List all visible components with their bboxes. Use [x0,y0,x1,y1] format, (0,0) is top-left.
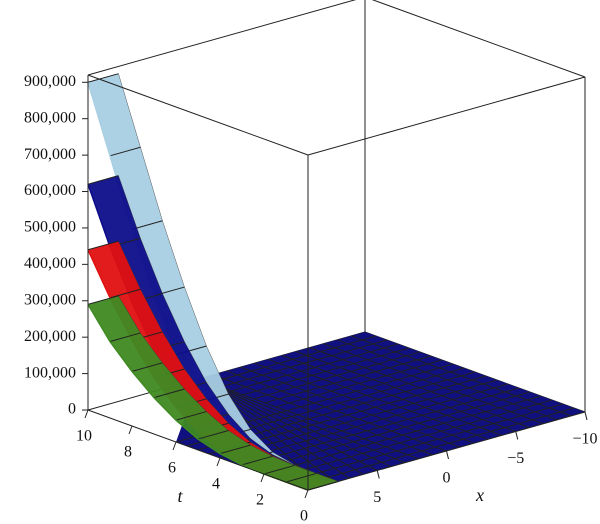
x-tick-label: 0 [443,470,451,487]
x-tick-label: −10 [572,431,597,448]
mesh-line [220,339,388,388]
z-tick-label: 0 [68,401,76,418]
x-tick [584,411,588,421]
box-edge [371,0,586,78]
t-tick-label: 2 [256,492,264,509]
z-tick-label: 700,000 [24,146,76,163]
surface-mesh [87,295,119,305]
surface-mesh [263,464,295,475]
floor [175,332,585,490]
t-tick-label: 8 [124,444,132,461]
t-tick-label: 10 [76,428,92,445]
mesh-line [231,343,399,392]
surface-mesh [131,220,163,230]
labels: 0 100,000 200,000 300,000 400,000 500,000 600,… [24,73,598,524]
surface-mesh [87,175,119,185]
mesh-line [253,351,421,400]
surface-mesh [109,332,141,343]
t-tick [304,489,309,499]
x-tick-label: 5 [373,489,381,506]
surfaces [87,73,340,491]
z-tick-label: 400,000 [24,255,76,272]
mesh-line [209,335,377,384]
z-tick-label: 600,000 [24,182,76,199]
surface-mesh [131,362,163,372]
surface-mesh [87,240,119,251]
box-edge [87,0,357,76]
box-edge [87,409,309,491]
t-axis-title: t [177,486,183,506]
mesh-line [274,399,553,479]
surface-mesh [109,146,141,157]
t-tick [84,409,89,419]
surface-mesh [153,388,185,399]
t-tick [128,425,133,435]
surface-mesh [175,411,207,421]
t-tick [216,457,221,467]
x-tick-label: −5 [507,450,524,467]
t-tick-label: 0 [300,508,308,524]
mesh-line [264,355,432,404]
surface-mesh [197,430,229,440]
mesh-line [275,359,443,408]
box-front [87,0,586,491]
surface-mesh [219,444,251,455]
t-tick-label: 4 [212,476,220,493]
z-tick-label: 500,000 [24,219,76,236]
z-tick-label: 100,000 [24,364,76,381]
x-tick [515,431,519,440]
x-tick [446,450,449,460]
mesh-line [285,403,564,483]
z-tick-label: 200,000 [24,328,76,345]
surface-mesh [87,73,119,83]
mesh-line [241,387,520,467]
t-tick [172,441,177,451]
mesh-line [296,407,575,487]
z-tick-label: 800,000 [24,109,76,126]
mesh-line [230,383,509,463]
t-tick [260,473,265,483]
z-tick-label: 900,000 [24,73,76,90]
surface-mesh [285,472,317,483]
mesh-line [242,347,410,396]
mesh-line [219,379,498,459]
surface-mesh [241,455,273,466]
mesh-line [252,391,531,471]
x-axis-title: x [475,485,484,505]
mesh-line [263,395,542,475]
box-edge [87,74,309,156]
t-tick-label: 6 [168,460,176,477]
z-tick-label: 300,000 [24,291,76,308]
box-edge [307,76,586,156]
x-tick [376,470,380,479]
